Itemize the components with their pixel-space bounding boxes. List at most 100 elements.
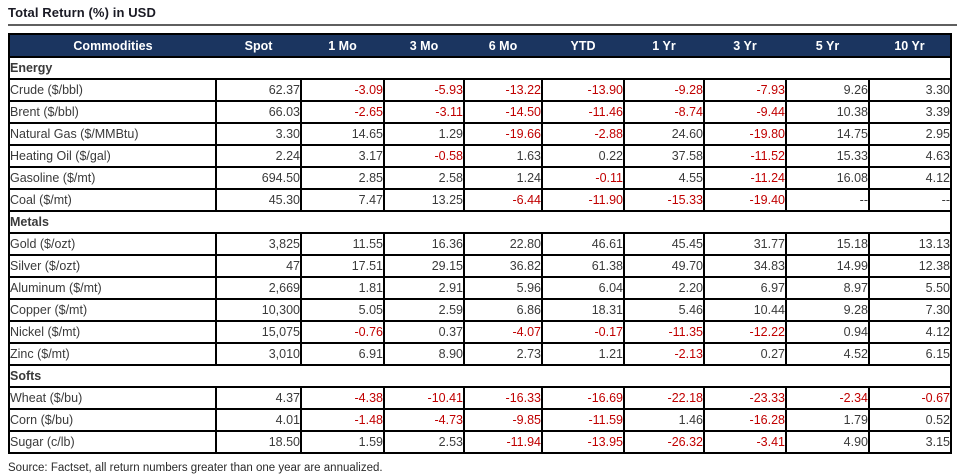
value-cell: -11.59 (541, 408, 625, 432)
table-row: Silver ($/ozt) 47 17.51 29.15 36.82 61.38 49.7… (8, 254, 952, 278)
value-cell: 34.83 (703, 254, 787, 278)
value-cell: 18.50 (215, 430, 302, 454)
commodities-returns-table: Commodities Spot 1 Mo 3 Mo 6 Mo YTD 1 Yr… (8, 33, 952, 454)
value-cell: -0.17 (541, 320, 625, 344)
value-cell: -2.88 (541, 122, 625, 146)
value-cell: 2.73 (463, 342, 543, 366)
column-header-5yr: 5 Yr (786, 33, 869, 58)
value-cell: 24.60 (623, 122, 705, 146)
value-cell: 17.51 (300, 254, 385, 278)
value-cell: -13.90 (541, 78, 625, 102)
table-row: Sugar (c/lb) 18.50 1.59 2.53 -11.94 -13.95 -26… (8, 430, 952, 454)
value-cell: 2.91 (383, 276, 465, 300)
table-row: Zinc ($/mt) 3,010 6.91 8.90 2.73 1.21 -2.13 0.2… (8, 342, 952, 366)
value-cell: -2.65 (300, 100, 385, 124)
value-cell: 16.36 (383, 232, 465, 256)
value-cell: -2.13 (623, 342, 705, 366)
value-cell: 1.24 (463, 166, 543, 190)
value-cell: 0.94 (785, 320, 870, 344)
value-cell: 16.08 (785, 166, 870, 190)
value-cell: -14.50 (463, 100, 543, 124)
table-row: Gasoline ($/mt) 694.50 2.85 2.58 1.24 -0.11 4.… (8, 166, 952, 190)
value-cell: -3.41 (703, 430, 787, 454)
value-cell: 1.59 (300, 430, 385, 454)
section-row-metals: Metals (8, 210, 952, 234)
value-cell: -15.33 (623, 188, 705, 212)
value-cell: 22.80 (463, 232, 543, 256)
value-cell: 2.58 (383, 166, 465, 190)
value-cell: 3.15 (868, 430, 952, 454)
value-cell: 10.38 (785, 100, 870, 124)
value-cell: 9.26 (785, 78, 870, 102)
value-cell: -9.85 (463, 408, 543, 432)
value-cell: 4.37 (215, 386, 302, 410)
value-cell: -19.40 (703, 188, 787, 212)
value-cell: 2.95 (868, 122, 952, 146)
value-cell: 4.63 (868, 144, 952, 168)
value-cell: 5.50 (868, 276, 952, 300)
value-cell: 2.59 (383, 298, 465, 322)
column-header-3yr: 3 Yr (704, 33, 786, 58)
value-cell: -13.22 (463, 78, 543, 102)
value-cell: -13.95 (541, 430, 625, 454)
value-cell: 66.03 (215, 100, 302, 124)
value-cell: -23.33 (703, 386, 787, 410)
commodity-label: Gasoline ($/mt) (8, 166, 217, 190)
value-cell: 1.63 (463, 144, 543, 168)
value-cell: -10.41 (383, 386, 465, 410)
commodity-label: Heating Oil ($/gal) (8, 144, 217, 168)
value-cell: 15.18 (785, 232, 870, 256)
value-cell: -19.66 (463, 122, 543, 146)
commodity-label: Coal ($/mt) (8, 188, 217, 212)
value-cell: -9.28 (623, 78, 705, 102)
value-cell: 7.47 (300, 188, 385, 212)
value-cell: -12.22 (703, 320, 787, 344)
value-cell: 8.97 (785, 276, 870, 300)
value-cell: -5.93 (383, 78, 465, 102)
column-header-ytd: YTD (542, 33, 624, 58)
value-cell: -26.32 (623, 430, 705, 454)
table-row: Natural Gas ($/MMBtu) 3.30 14.65 1.29 -19.66… (8, 122, 952, 146)
value-cell: 1.79 (785, 408, 870, 432)
value-cell: -11.94 (463, 430, 543, 454)
section-row-energy: Energy (8, 56, 952, 80)
value-cell: 2.24 (215, 144, 302, 168)
value-cell: 62.37 (215, 78, 302, 102)
value-cell: -11.35 (623, 320, 705, 344)
value-cell: 3.17 (300, 144, 385, 168)
value-cell: -0.11 (541, 166, 625, 190)
value-cell: 4.52 (785, 342, 870, 366)
value-cell: 10.44 (703, 298, 787, 322)
value-cell: 6.91 (300, 342, 385, 366)
value-cell: 5.05 (300, 298, 385, 322)
value-cell: 31.77 (703, 232, 787, 256)
value-cell: -- (785, 188, 870, 212)
value-cell: 694.50 (215, 166, 302, 190)
value-cell: 6.86 (463, 298, 543, 322)
value-cell: 13.25 (383, 188, 465, 212)
value-cell: 0.52 (868, 408, 952, 432)
value-cell: 4.01 (215, 408, 302, 432)
table-row: Corn ($/bu) 4.01 -1.48 -4.73 -9.85 -11.59 1.46… (8, 408, 952, 432)
commodity-label: Zinc ($/mt) (8, 342, 217, 366)
value-cell: 4.12 (868, 320, 952, 344)
value-cell: 3,825 (215, 232, 302, 256)
value-cell: 6.97 (703, 276, 787, 300)
commodity-label: Wheat ($/bu) (8, 386, 217, 410)
value-cell: -0.76 (300, 320, 385, 344)
value-cell: -7.93 (703, 78, 787, 102)
commodity-label: Crude ($/bbl) (8, 78, 217, 102)
table-row: Brent ($/bbl) 66.03 -2.65 -3.11 -14.50 -11.46… (8, 100, 952, 124)
table-body: Energy Crude ($/bbl) 62.37 -3.09 -5.93 -13.22… (8, 56, 952, 454)
table-row: Copper ($/mt) 10,300 5.05 2.59 6.86 18.31 5.46… (8, 298, 952, 322)
table-row: Wheat ($/bu) 4.37 -4.38 -10.41 -16.33 -16.69-… (8, 386, 952, 410)
column-header-commodities: Commodities (9, 33, 216, 58)
value-cell: 2.53 (383, 430, 465, 454)
column-header-1yr: 1 Yr (624, 33, 704, 58)
value-cell: -11.52 (703, 144, 787, 168)
value-cell: 10,300 (215, 298, 302, 322)
value-cell: -16.28 (703, 408, 787, 432)
value-cell: 6.15 (868, 342, 952, 366)
value-cell: -19.80 (703, 122, 787, 146)
